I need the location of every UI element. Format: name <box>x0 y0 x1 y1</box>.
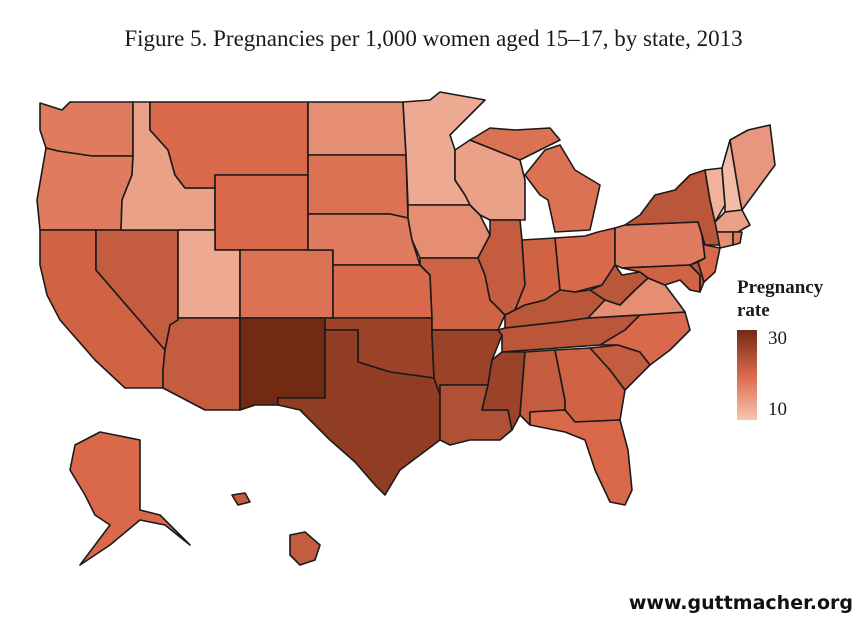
legend-title-line1: Pregnancy <box>737 277 824 298</box>
state-wa <box>39 101 134 157</box>
state-hi <box>289 531 321 566</box>
state-pa <box>614 221 706 269</box>
legend-title-line2: rate <box>737 300 770 321</box>
state-hi-islands <box>231 492 251 506</box>
state-tx <box>277 329 441 496</box>
chart-title: Figure 5. Pregnancies per 1,000 women ag… <box>124 26 743 51</box>
legend-title: Pregnancy rate <box>737 276 823 322</box>
state-me <box>729 124 776 211</box>
state-ak <box>69 431 191 566</box>
legend-color-bar <box>737 330 757 420</box>
state-co <box>239 249 334 319</box>
state-nd <box>307 101 407 156</box>
state-az <box>162 317 241 411</box>
state-nm <box>239 317 326 411</box>
state-mi <box>524 144 601 233</box>
state-de <box>689 261 705 293</box>
source-url[interactable]: www.guttmacher.org <box>628 592 853 614</box>
state-ri <box>732 231 743 246</box>
state-or <box>36 147 134 231</box>
state-fl <box>529 409 633 506</box>
state-mi-upper <box>469 127 561 161</box>
state-ks <box>332 264 433 319</box>
state-nj <box>697 234 721 283</box>
state-sd <box>307 154 409 219</box>
state-wy <box>214 174 309 251</box>
state-nc <box>599 311 691 366</box>
state-vt <box>704 167 726 223</box>
legend-min-label: 10 <box>768 399 787 420</box>
legend-max-label: 30 <box>768 328 787 349</box>
state-ct <box>716 231 734 249</box>
